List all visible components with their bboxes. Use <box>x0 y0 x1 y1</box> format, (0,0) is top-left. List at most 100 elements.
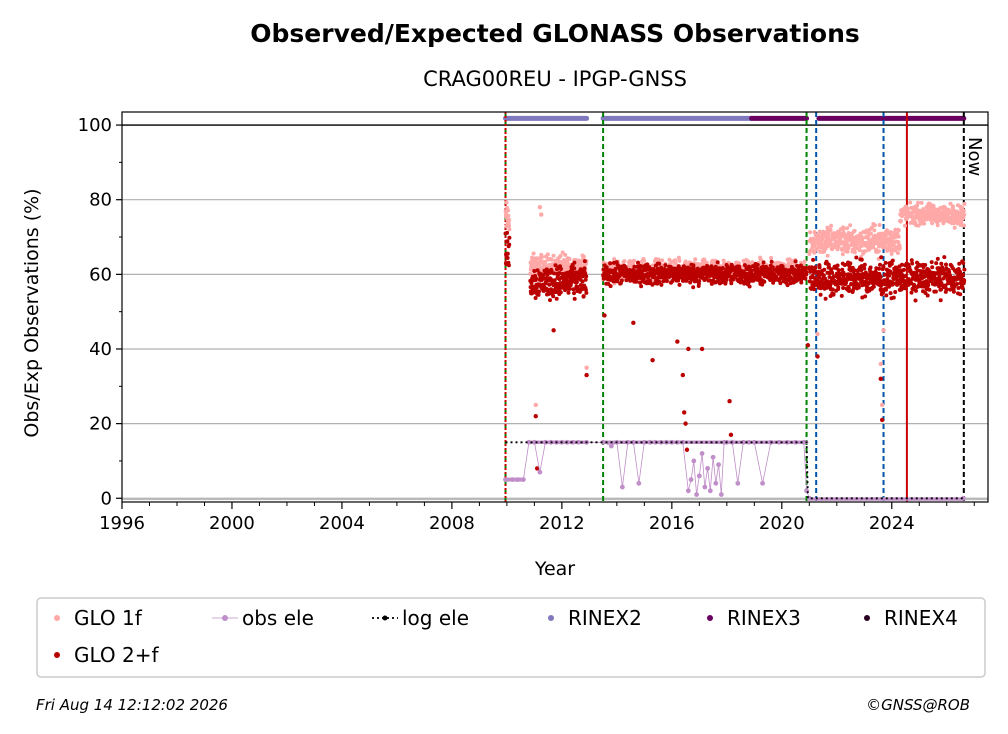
data-point <box>887 284 891 289</box>
data-point <box>660 258 665 263</box>
vertical-event-lines <box>504 112 965 502</box>
data-point <box>540 255 544 259</box>
x-tick-label-2024: 2024 <box>869 513 915 534</box>
data-point <box>828 228 833 232</box>
data-point <box>760 282 765 287</box>
data-point <box>885 277 890 282</box>
data-point <box>959 220 964 225</box>
data-point <box>862 262 867 267</box>
data-point <box>813 265 818 270</box>
data-point-outlier <box>815 354 820 359</box>
data-point <box>769 259 774 264</box>
data-point <box>896 251 900 255</box>
data-point <box>688 477 694 483</box>
data-point <box>888 291 893 296</box>
data-point <box>872 228 877 233</box>
y-tick-label-80: 80 <box>89 190 112 211</box>
data-point <box>817 229 822 234</box>
legend-item-log-ele: log ele <box>372 606 469 630</box>
data-point <box>891 242 896 247</box>
data-point <box>720 266 725 270</box>
data-point <box>859 257 864 262</box>
data-point <box>760 480 765 486</box>
data-point <box>634 279 639 284</box>
data-point <box>839 293 844 298</box>
series-log-ele <box>505 441 964 500</box>
data-point <box>831 292 836 297</box>
data-point <box>632 264 637 269</box>
data-point <box>548 298 552 303</box>
data-point <box>768 278 773 282</box>
data-point <box>724 277 729 282</box>
data-point <box>582 266 587 271</box>
data-point <box>908 200 913 205</box>
data-point-outlier <box>879 417 885 423</box>
data-point <box>533 296 538 300</box>
data-point <box>701 260 706 265</box>
data-point-outlier <box>682 410 687 415</box>
data-point <box>691 265 696 270</box>
data-point <box>685 488 691 494</box>
data-point <box>608 443 614 449</box>
chart-title: Observed/Expected GLONASS Observations <box>250 19 860 48</box>
data-point <box>803 266 808 270</box>
series-obs-ele <box>503 439 966 501</box>
data-point <box>909 290 914 295</box>
data-point <box>571 287 576 292</box>
data-point <box>860 236 865 241</box>
data-point <box>848 261 853 266</box>
data-point <box>769 256 774 260</box>
data-point <box>799 280 804 285</box>
y-tick-label-60: 60 <box>89 264 112 285</box>
data-point <box>944 287 949 292</box>
data-point-outlier <box>675 339 680 344</box>
data-point <box>822 242 827 247</box>
series-line <box>505 441 964 499</box>
data-point <box>916 274 920 279</box>
data-point <box>552 278 557 283</box>
legend-label: log ele <box>402 606 469 630</box>
data-point <box>845 243 850 248</box>
data-point <box>560 250 565 255</box>
data-point <box>889 261 894 266</box>
data-point <box>750 264 755 269</box>
data-point <box>705 466 710 471</box>
data-point <box>856 285 861 290</box>
legend-label: RINEX4 <box>884 606 958 630</box>
data-point-outlier <box>728 432 734 438</box>
data-point <box>697 279 702 283</box>
data-point <box>817 275 822 280</box>
data-point <box>890 258 895 263</box>
series-line <box>505 441 964 500</box>
data-point <box>632 258 637 263</box>
data-point <box>572 266 577 271</box>
legend-item-rinex2: RINEX2 <box>548 606 642 630</box>
data-point-outlier <box>537 204 543 210</box>
data-point <box>842 232 847 237</box>
data-point <box>804 270 809 275</box>
data-point <box>862 266 867 271</box>
data-point <box>841 227 846 231</box>
data-point <box>896 234 901 239</box>
data-point <box>507 242 512 247</box>
data-point <box>718 492 724 497</box>
legend-item-rinex4: RINEX4 <box>864 606 958 630</box>
data-point <box>913 298 918 303</box>
data-point <box>642 258 647 263</box>
data-point <box>535 268 540 273</box>
data-point <box>622 259 627 264</box>
data-point <box>948 287 953 292</box>
data-point <box>729 281 734 286</box>
data-point <box>817 265 822 270</box>
legend-label: GLO 1f <box>74 606 143 630</box>
data-point <box>868 265 873 270</box>
data-point <box>505 230 510 235</box>
data-point <box>826 234 831 239</box>
y-tick-label-0: 0 <box>101 488 112 509</box>
data-point <box>825 253 830 258</box>
data-point <box>893 290 898 294</box>
data-point <box>536 292 541 297</box>
data-point <box>762 279 767 284</box>
data-point <box>505 256 510 260</box>
data-point <box>735 480 741 486</box>
